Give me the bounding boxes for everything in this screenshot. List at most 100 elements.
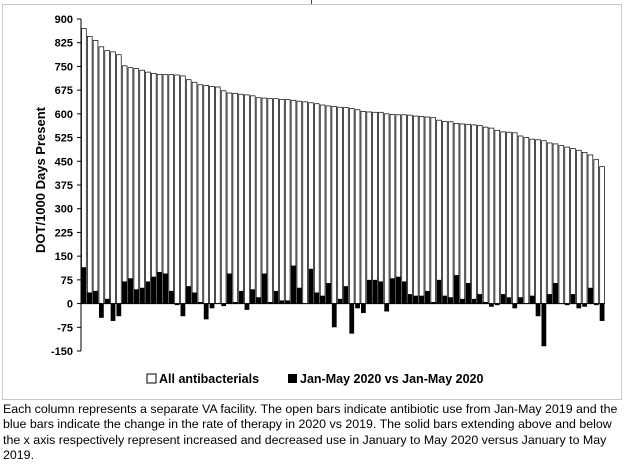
- open-bar: [220, 90, 227, 304]
- solid-bar: [151, 276, 157, 304]
- open-bar: [156, 73, 163, 304]
- solid-bar: [355, 303, 360, 309]
- y-tick-label: 75: [61, 275, 73, 287]
- solid-bar: [197, 301, 203, 304]
- y-tick-label: 375: [55, 180, 73, 192]
- open-bar: [360, 110, 367, 304]
- solid-bar: [203, 303, 209, 320]
- open-bar: [226, 92, 233, 304]
- solid-bar: [582, 303, 588, 307]
- solid-bar: [454, 275, 459, 304]
- solid-bar: [81, 267, 87, 304]
- solid-bar: [436, 279, 442, 304]
- solid-bar: [122, 281, 128, 304]
- open-bar: [174, 74, 180, 304]
- solid-bar: [564, 303, 570, 306]
- solid-bar: [279, 300, 285, 304]
- solid-bar: [360, 303, 366, 314]
- solid-bar: [186, 286, 192, 304]
- y-tick-label: 900: [55, 14, 73, 26]
- bar-chart: DOT/1000 Days Present 900825750675600525…: [33, 14, 605, 386]
- open-bar: [168, 74, 174, 304]
- open-bar: [395, 114, 402, 304]
- solid-bars-series: [81, 265, 605, 347]
- open-bar: [506, 131, 512, 304]
- solid-bar: [588, 287, 593, 304]
- solid-bar: [372, 279, 378, 304]
- legend-open-swatch: [146, 373, 157, 384]
- open-bar: [570, 148, 576, 304]
- y-tick-label: 675: [55, 85, 73, 97]
- open-bar: [366, 111, 372, 304]
- y-tick-label: 450: [55, 156, 73, 168]
- open-bar: [86, 36, 93, 304]
- open-bar: [523, 137, 530, 304]
- solid-bar: [87, 292, 93, 304]
- open-bar: [477, 125, 483, 304]
- solid-bar: [576, 303, 582, 309]
- solid-bar: [425, 290, 430, 304]
- open-bar: [145, 71, 151, 304]
- solid-bar: [110, 303, 116, 321]
- solid-bar: [384, 303, 390, 312]
- open-bar: [162, 74, 169, 304]
- legend: All antibacterials Jan-May 2020 vs Jan-M…: [146, 372, 483, 386]
- solid-bar: [163, 273, 168, 304]
- open-bar: [447, 121, 454, 304]
- solid-bar: [471, 298, 477, 304]
- solid-bar: [227, 273, 232, 304]
- open-bar: [302, 101, 308, 304]
- open-bar: [110, 51, 116, 304]
- solid-bar: [366, 279, 372, 304]
- open-bar: [319, 104, 326, 304]
- open-bar: [512, 132, 518, 304]
- solid-bar: [512, 303, 518, 309]
- open-bar: [98, 46, 105, 304]
- solid-bar: [506, 297, 512, 304]
- open-bar: [541, 140, 547, 304]
- solid-bar: [378, 281, 384, 304]
- top-tick-mark: [311, 0, 312, 4]
- open-bar: [191, 81, 198, 304]
- chart-frame: DOT/1000 Days Present 900 825 750 675 600 525…: [2, 4, 622, 400]
- open-bar: [517, 135, 524, 304]
- open-bar: [488, 127, 495, 304]
- solid-bar: [296, 287, 302, 304]
- solid-bar: [349, 303, 355, 334]
- open-bar: [104, 50, 110, 304]
- open-bar: [267, 98, 273, 304]
- solid-bar: [535, 303, 541, 317]
- solid-bar: [221, 303, 227, 307]
- open-bar: [558, 145, 565, 304]
- open-bar: [180, 75, 186, 304]
- open-bar: [250, 95, 256, 304]
- open-bar: [576, 149, 582, 304]
- solid-bar: [273, 290, 279, 304]
- solid-bar: [145, 281, 151, 304]
- open-bar: [349, 108, 355, 304]
- solid-bar: [500, 294, 506, 304]
- solid-bar: [232, 301, 238, 304]
- solid-bar: [250, 289, 256, 304]
- open-bar: [407, 114, 413, 304]
- open-bar: [587, 154, 594, 304]
- solid-bar: [448, 297, 454, 304]
- open-bar: [325, 105, 332, 304]
- y-tick-label: 600: [55, 109, 73, 121]
- solid-bar: [174, 303, 180, 306]
- legend-open-label: All antibacterials: [159, 372, 259, 386]
- y-tick-label: 150: [55, 251, 73, 263]
- open-bar: [442, 121, 448, 304]
- open-bar: [343, 107, 349, 304]
- y-tick-label: 0: [67, 299, 73, 311]
- solid-bar: [180, 303, 186, 317]
- solid-bar: [541, 303, 547, 347]
- open-bar: [372, 111, 378, 304]
- open-bar: [413, 115, 419, 304]
- solid-bar: [308, 268, 314, 304]
- solid-bar: [238, 290, 244, 304]
- open-bar: [314, 103, 320, 304]
- open-bar: [261, 97, 268, 304]
- open-bar: [121, 65, 128, 304]
- solid-bar: [593, 303, 599, 306]
